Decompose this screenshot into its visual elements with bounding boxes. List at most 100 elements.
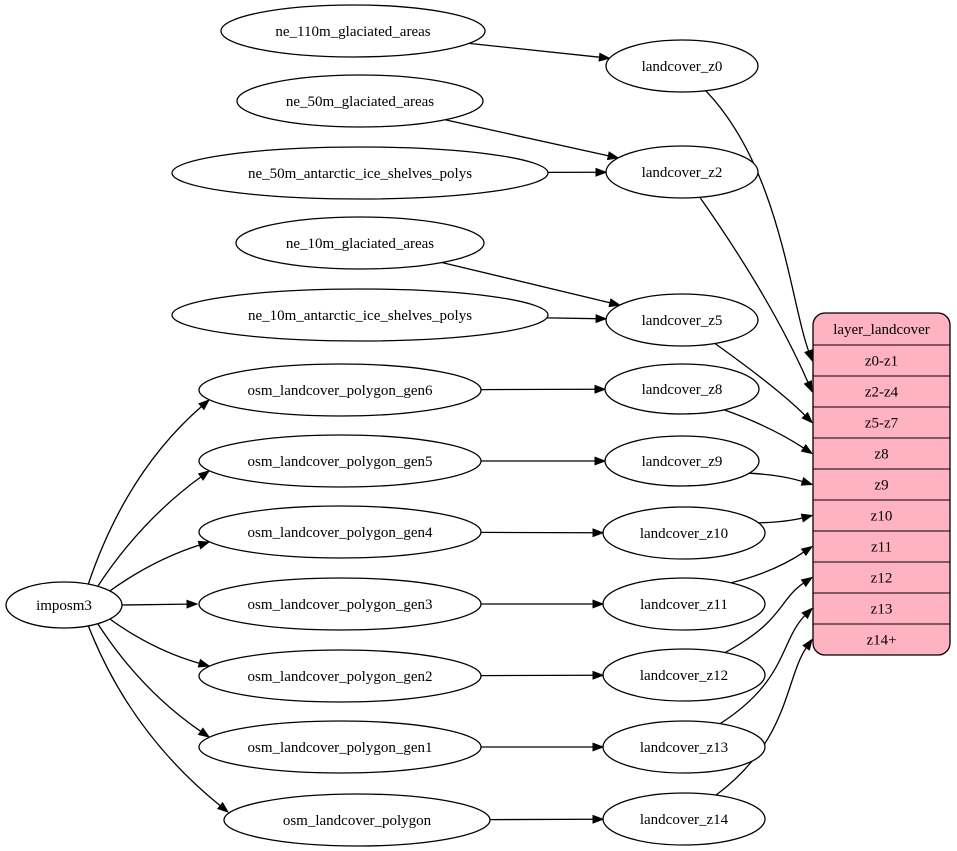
edge-imposm3-osm_landcover_polygon_gen5-arrowhead-icon: [197, 470, 211, 481]
edge-landcover_z9-layer_landcover.z9: [749, 472, 804, 483]
node-label-landcover_z8: landcover_z8: [642, 382, 723, 398]
node-shape-ne_10m_glaciated_areas: [235, 216, 485, 270]
node-osm_landcover_polygon_gen2: osm_landcover_polygon_gen2: [198, 649, 482, 703]
edge-landcover_z8-layer_landcover.z8-arrowhead-icon: [800, 443, 814, 455]
edge-imposm3-osm_landcover_polygon_gen2: [106, 616, 201, 665]
node-landcover_z14: landcover_z14: [602, 792, 766, 846]
edge-osm_landcover_polygon_gen4-landcover_z10-arrowhead-icon: [592, 528, 605, 538]
edge-landcover_z13-layer_landcover.z13: [719, 614, 807, 725]
node-shape-landcover_z9: [604, 435, 760, 487]
node-shape-osm_landcover_polygon_gen6: [198, 363, 482, 417]
edge-imposm3-osm_landcover_polygon_gen1-arrowhead-icon: [197, 727, 211, 738]
edge-osm_landcover_polygon_gen2-landcover_z12-arrowhead-icon: [592, 670, 605, 680]
edge-osm_landcover_polygon-landcover_z14-arrowhead-icon: [592, 814, 605, 824]
table-title: layer_landcover: [833, 322, 930, 338]
table-layer_landcover: layer_landcover z0-z1 z2-z4 z5-z7 z8 z9 z10 z11…: [812, 312, 951, 656]
node-label-osm_landcover_polygon_gen4: osm_landcover_polygon_gen4: [248, 525, 433, 541]
node-shape-landcover_z10: [602, 506, 766, 560]
table-row-z14+: z14+: [866, 633, 896, 649]
edge-landcover_z12-layer_landcover.z12: [724, 581, 805, 654]
edge-ne_10m_glaciated_areas-landcover_z5-arrowhead-icon: [608, 298, 622, 308]
edge-ne_50m_glaciated_areas-landcover_z2-arrowhead-icon: [606, 151, 620, 161]
node-osm_landcover_polygon_gen5: osm_landcover_polygon_gen5: [198, 434, 482, 488]
node-ne_50m_antarctic_ice_shelves_polys: ne_50m_antarctic_ice_shelves_polys: [171, 146, 549, 200]
table-row-z8: z8: [874, 447, 888, 463]
node-shape-ne_110m_glaciated_areas: [220, 4, 486, 58]
node-shape-ne_50m_glaciated_areas: [236, 74, 484, 128]
node-label-landcover_z9: landcover_z9: [642, 454, 723, 470]
node-label-landcover_z11: landcover_z11: [640, 597, 728, 613]
node-ne_10m_glaciated_areas: ne_10m_glaciated_areas: [235, 216, 485, 270]
node-shape-landcover_z5: [605, 293, 759, 347]
edge-landcover_z2-layer_landcover.z2-z4-arrowhead-icon: [803, 380, 813, 393]
node-label-osm_landcover_polygon_gen2: osm_landcover_polygon_gen2: [248, 669, 433, 685]
edge-imposm3-osm_landcover_polygon_gen4: [106, 544, 201, 594]
edge-imposm3-osm_landcover_polygon_gen5: [95, 475, 203, 590]
node-osm_landcover_polygon_gen6: osm_landcover_polygon_gen6: [198, 363, 482, 417]
edge-landcover_z11-layer_landcover.z11-arrowhead-icon: [800, 545, 814, 557]
edges-layer: [87, 42, 814, 824]
node-label-landcover_z0: landcover_z0: [642, 59, 723, 75]
node-label-imposm3: imposm3: [36, 598, 92, 614]
node-label-osm_landcover_polygon: osm_landcover_polygon: [283, 813, 432, 829]
edge-landcover_z12-layer_landcover.z12-arrowhead-icon: [800, 576, 814, 588]
node-shape-landcover_z0: [605, 39, 759, 93]
node-osm_landcover_polygon: osm_landcover_polygon: [223, 793, 491, 847]
node-label-ne_50m_glaciated_areas: ne_50m_glaciated_areas: [286, 94, 434, 110]
node-label-landcover_z5: landcover_z5: [642, 313, 723, 329]
edge-landcover_z0-layer_landcover.z0-z1: [705, 90, 810, 353]
node-ne_110m_glaciated_areas: ne_110m_glaciated_areas: [220, 4, 486, 58]
node-shape-landcover_z14: [602, 792, 766, 846]
node-landcover_z9: landcover_z9: [604, 435, 760, 487]
node-shape-osm_landcover_polygon_gen2: [198, 649, 482, 703]
edge-osm_landcover_polygon_gen3-landcover_z11-arrowhead-icon: [592, 599, 605, 609]
node-label-ne_50m_antarctic_ice_shelves_polys: ne_50m_antarctic_ice_shelves_polys: [248, 166, 472, 182]
node-label-landcover_z12: landcover_z12: [640, 668, 728, 684]
node-osm_landcover_polygon_gen1: osm_landcover_polygon_gen1: [198, 720, 482, 774]
edge-osm_landcover_polygon_gen5-landcover_z9-arrowhead-icon: [594, 456, 607, 466]
node-shape-landcover_z8: [604, 363, 760, 415]
node-shape-landcover_z13: [602, 720, 766, 774]
edge-landcover_z14-layer_landcover.z14+-arrowhead-icon: [802, 638, 813, 651]
node-label-ne_110m_glaciated_areas: ne_110m_glaciated_areas: [275, 24, 430, 40]
node-label-osm_landcover_polygon_gen1: osm_landcover_polygon_gen1: [248, 740, 433, 756]
edge-ne_10m_antarctic_ice_shelves_polys-landcover_z5: [546, 317, 598, 320]
node-landcover_z13: landcover_z13: [602, 720, 766, 774]
node-label-ne_10m_antarctic_ice_shelves_polys: ne_10m_antarctic_ice_shelves_polys: [248, 308, 472, 324]
edge-ne_110m_glaciated_areas-landcover_z0: [469, 42, 601, 58]
table-row-z9: z9: [874, 478, 888, 494]
node-landcover_z2: landcover_z2: [605, 145, 759, 199]
node-osm_landcover_polygon_gen3: osm_landcover_polygon_gen3: [198, 577, 482, 631]
node-shape-ne_50m_antarctic_ice_shelves_polys: [171, 146, 549, 200]
nodes-layer: imposm3 ne_110m_glaciated_areas ne_50m_gla…: [5, 4, 951, 847]
node-shape-osm_landcover_polygon_gen5: [198, 434, 482, 488]
edge-ne_10m_antarctic_ice_shelves_polys-landcover_z5-arrowhead-icon: [595, 314, 608, 324]
edge-landcover_z13-layer_landcover.z13-arrowhead-icon: [801, 607, 814, 620]
node-landcover_z8: landcover_z8: [604, 363, 760, 415]
node-shape-landcover_z2: [605, 145, 759, 199]
node-imposm3: imposm3: [5, 581, 123, 629]
node-shape-landcover_z12: [602, 648, 766, 702]
edge-imposm3-osm_landcover_polygon_gen3-arrowhead-icon: [186, 599, 199, 609]
node-label-ne_10m_glaciated_areas: ne_10m_glaciated_areas: [286, 236, 434, 252]
edge-landcover_z10-layer_landcover.z10-arrowhead-icon: [800, 513, 814, 523]
node-ne_10m_antarctic_ice_shelves_polys: ne_10m_antarctic_ice_shelves_polys: [171, 288, 549, 342]
edge-landcover_z14-layer_landcover.z14+: [715, 646, 808, 796]
table-row-z10: z10: [871, 509, 893, 525]
node-shape-osm_landcover_polygon_gen1: [198, 720, 482, 774]
edge-imposm3-osm_landcover_polygon_gen2-arrowhead-icon: [197, 658, 211, 668]
edge-imposm3-osm_landcover_polygon_gen1: [95, 620, 202, 733]
edge-imposm3-osm_landcover_polygon-arrowhead-icon: [216, 801, 230, 813]
edge-imposm3-osm_landcover_polygon_gen3: [121, 603, 189, 606]
node-label-osm_landcover_polygon_gen5: osm_landcover_polygon_gen5: [248, 454, 433, 470]
edge-ne_50m_antarctic_ice_shelves_polys-landcover_z2-arrowhead-icon: [595, 167, 608, 177]
node-landcover_z10: landcover_z10: [602, 506, 766, 560]
node-ne_50m_glaciated_areas: ne_50m_glaciated_areas: [236, 74, 484, 128]
node-label-osm_landcover_polygon_gen3: osm_landcover_polygon_gen3: [248, 597, 433, 613]
node-label-landcover_z14: landcover_z14: [640, 812, 729, 828]
table-row-z12: z12: [871, 571, 893, 587]
edge-imposm3-osm_landcover_polygon_gen6-arrowhead-icon: [198, 399, 211, 411]
node-label-osm_landcover_polygon_gen6: osm_landcover_polygon_gen6: [248, 383, 433, 399]
node-landcover_z11: landcover_z11: [602, 577, 766, 631]
